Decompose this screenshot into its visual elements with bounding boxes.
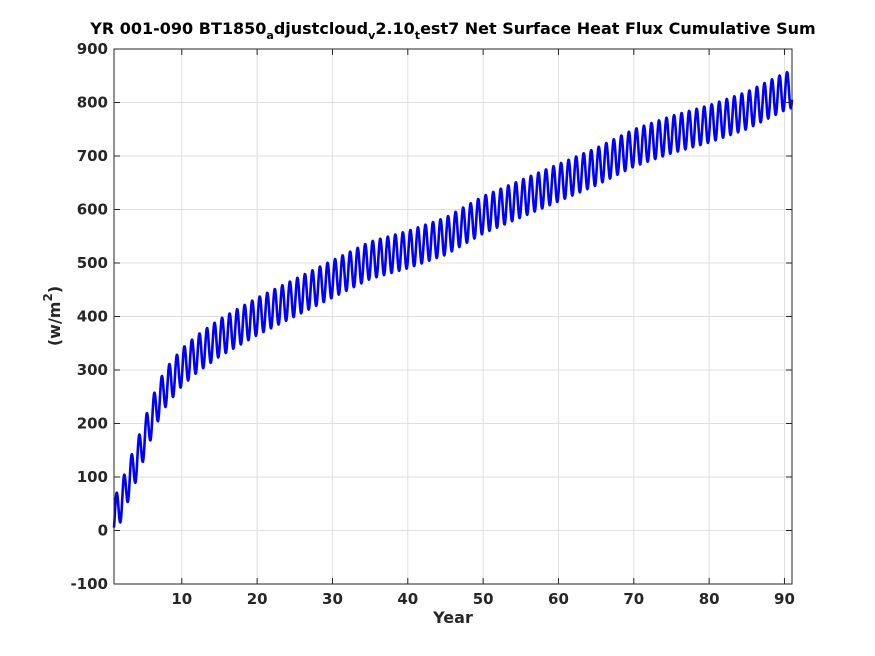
x-tick-labels: 10 20 30 40 50 60 70 80 90: [171, 590, 795, 608]
x-tick-label: 40: [397, 590, 418, 608]
y-title-sup: 2: [41, 293, 55, 301]
y-title-end: ): [45, 286, 64, 293]
y-tick-label: 0: [98, 522, 108, 540]
y-tick-labels: -100 0 100 200 300 400 500 600 700 800 900: [70, 40, 108, 593]
y-tick-label: -100: [70, 575, 108, 593]
y-tick-label: 200: [77, 415, 108, 433]
title-part: 2.10: [375, 19, 414, 38]
x-tick-label: 60: [548, 590, 569, 608]
y-axis-title: (w/m2): [41, 286, 64, 346]
y-tick-label: 100: [77, 468, 108, 486]
title-part: YR 001-090 BT1850: [89, 19, 266, 38]
x-tick-label: 10: [171, 590, 192, 608]
chart-title: YR 001-090 BT1850adjustcloudv2.10test7 N…: [89, 19, 815, 42]
title-part: t: [415, 29, 420, 42]
y-tick-label: 700: [77, 147, 108, 165]
x-tick-label: 70: [623, 590, 644, 608]
x-tick-label: 30: [322, 590, 343, 608]
x-tick-label: 20: [247, 590, 268, 608]
title-part: djustcloud: [274, 19, 368, 38]
y-title-base: (w/m: [45, 302, 64, 347]
x-tick-label: 50: [473, 590, 494, 608]
title-part: est7 Net Surface Heat Flux Cumulative Su…: [420, 19, 816, 38]
y-tick-label: 400: [77, 308, 108, 326]
grid-lines: [114, 48, 792, 585]
y-tick-label: 800: [77, 94, 108, 112]
x-tick-label: 80: [699, 590, 720, 608]
series-layer: [112, 70, 794, 528]
y-tick-label: 600: [77, 201, 108, 219]
title-part: v: [368, 29, 376, 42]
title-part: a: [266, 29, 273, 42]
x-axis-title: Year: [432, 608, 473, 627]
x-tick-label: 90: [774, 590, 795, 608]
axis-ticks: [114, 48, 792, 585]
y-tick-label: 300: [77, 361, 108, 379]
y-tick-label: 900: [77, 40, 108, 58]
series-line-0: [112, 70, 794, 528]
y-tick-label: 500: [77, 254, 108, 272]
